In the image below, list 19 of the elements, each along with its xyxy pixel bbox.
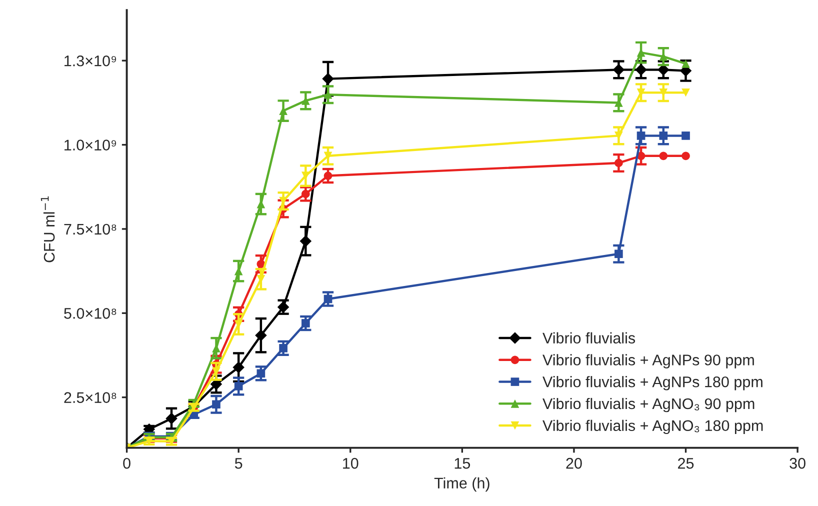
y-tick-label: 2.5×10⁸ (64, 392, 116, 403)
x-axis-title: Time (h) (434, 477, 490, 492)
x-tick-label: 25 (678, 458, 694, 469)
x-tick-label: 5 (234, 458, 242, 469)
y-tick-label: 1.3×10⁹ (64, 55, 116, 66)
legend-label: Vibrio fluvialis (542, 332, 636, 344)
legend-label: Vibrio fluvialis + AgNO₃ 90 ppm (542, 398, 754, 412)
y-tick-label: 7.5×10⁸ (64, 224, 116, 235)
x-tick-label: 30 (790, 458, 806, 469)
y-axis-title: CFU ml$^{−1}$ (40, 196, 55, 262)
legend-label: Vibrio fluvialis + AgNPs 180 ppm (542, 376, 762, 390)
y-tick-label: 1.0×10⁹ (64, 140, 116, 150)
x-tick-label: 15 (454, 458, 470, 469)
x-tick-label: 0 (123, 458, 130, 469)
x-tick-label: 10 (343, 458, 358, 469)
x-tick-label: 20 (566, 458, 582, 469)
legend-label: Vibrio fluvialis + AgNPs 90 ppm (542, 354, 754, 368)
y-tick-label: 5.0×10⁸ (64, 308, 116, 319)
legend-label: Vibrio fluvialis + AgNO₃ 180 ppm (542, 420, 763, 434)
